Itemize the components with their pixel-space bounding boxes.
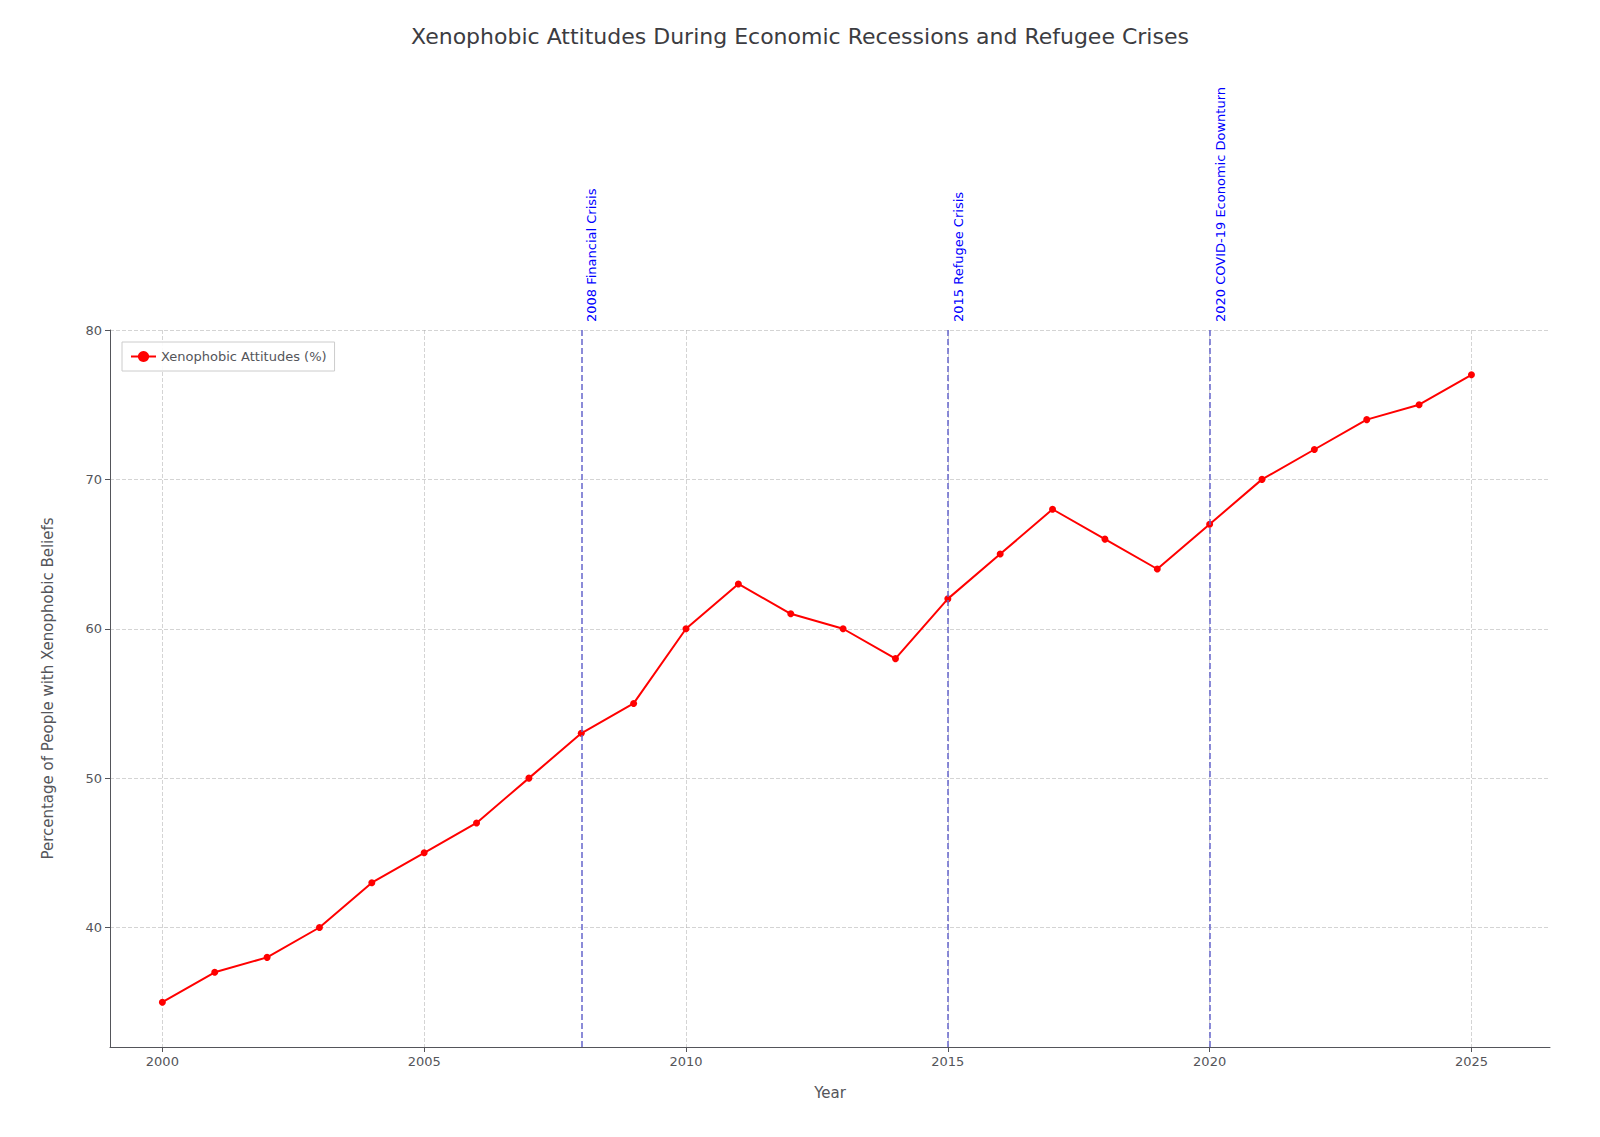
svg-text:2000: 2000 (146, 1054, 179, 1069)
svg-text:80: 80 (85, 323, 102, 338)
svg-text:40: 40 (85, 920, 102, 935)
svg-text:50: 50 (85, 771, 102, 786)
svg-text:Xenophobic Attitudes (%): Xenophobic Attitudes (%) (161, 349, 327, 364)
svg-text:2005: 2005 (408, 1054, 441, 1069)
svg-text:2020: 2020 (1193, 1054, 1226, 1069)
svg-text:70: 70 (85, 472, 102, 487)
svg-text:2015: 2015 (931, 1054, 964, 1069)
svg-text:2020 COVID-19 Economic Downtur: 2020 COVID-19 Economic Downturn (1213, 87, 1228, 322)
svg-text:Xenophobic Attitudes During Ec: Xenophobic Attitudes During Economic Rec… (411, 24, 1189, 49)
svg-text:2025: 2025 (1455, 1054, 1488, 1069)
svg-text:Percentage of People with Xeno: Percentage of People with Xenophobic Bel… (39, 517, 57, 859)
svg-text:2015 Refugee Crisis: 2015 Refugee Crisis (951, 192, 966, 322)
svg-text:2010: 2010 (669, 1054, 702, 1069)
svg-text:2008 Financial Crisis: 2008 Financial Crisis (584, 188, 599, 322)
svg-text:60: 60 (85, 621, 102, 636)
svg-text:Year: Year (813, 1084, 847, 1102)
